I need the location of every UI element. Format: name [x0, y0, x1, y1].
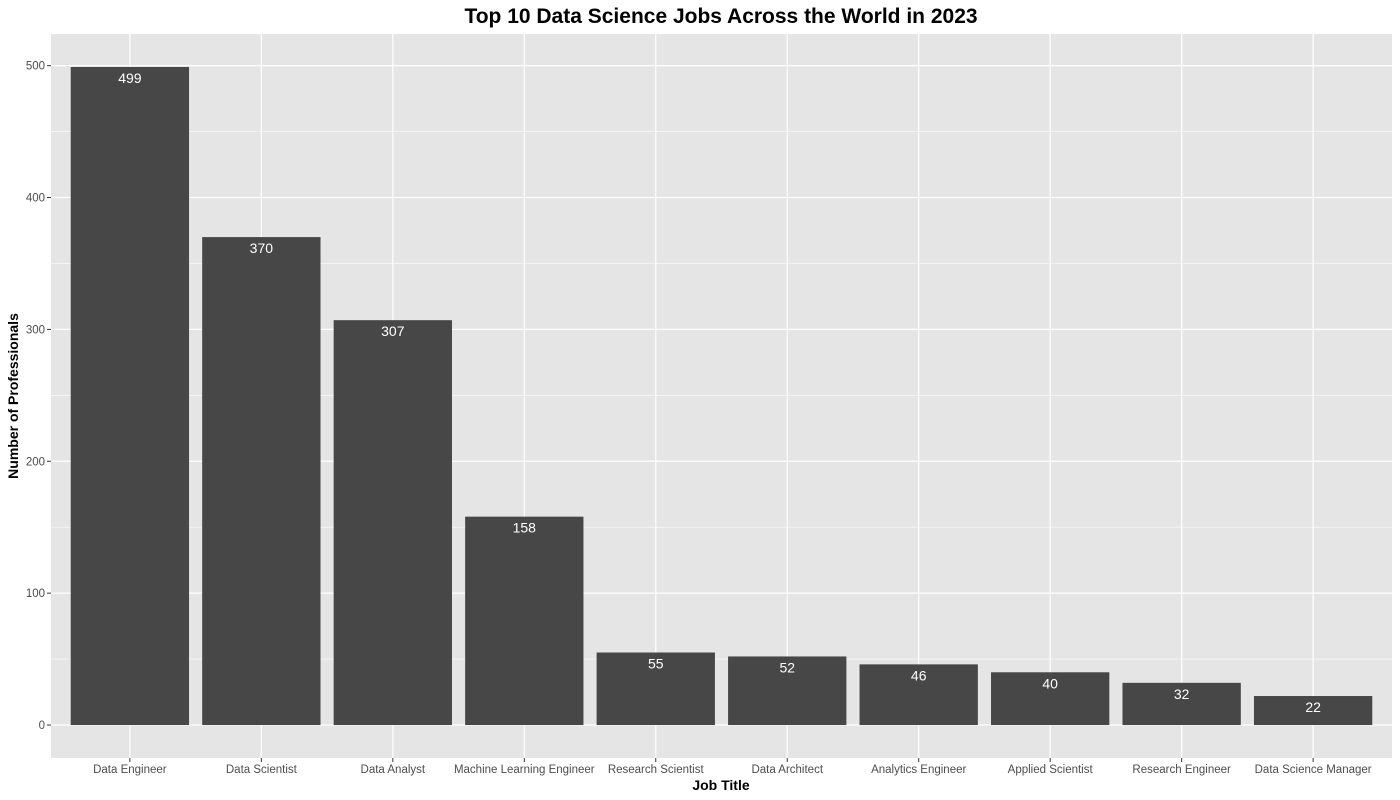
bar-value-label: 46 — [911, 667, 927, 683]
x-tick-label: Data Science Manager — [1255, 764, 1372, 776]
x-axis-title: Job Title — [692, 777, 750, 793]
y-axis: 0 100 200 300 400 500 — [26, 61, 51, 732]
bar-value-label: 307 — [381, 323, 405, 339]
bar-value-label: 22 — [1305, 699, 1321, 715]
x-tick-label: Machine Learning Engineer — [454, 764, 595, 776]
x-axis: Data Engineer Data Scientist Data Analyst M… — [93, 758, 1372, 776]
bar-value-label: 40 — [1042, 675, 1058, 691]
bar-value-label: 499 — [118, 70, 142, 86]
data-labels-group: 499 370 307 158 55 52 46 40 32 22 — [118, 70, 1321, 715]
x-tick-label: Research Engineer — [1132, 764, 1231, 776]
y-tick-label: 100 — [26, 588, 45, 600]
x-tick-label: Applied Scientist — [1008, 764, 1094, 776]
bar — [859, 664, 978, 726]
x-tick-label: Data Analyst — [361, 764, 426, 776]
bar — [202, 237, 321, 726]
x-tick-label: Data Architect — [751, 764, 823, 776]
bar-value-label: 32 — [1174, 686, 1190, 702]
bar-value-label: 52 — [779, 659, 795, 675]
x-tick-label: Data Scientist — [226, 764, 298, 776]
y-tick-label: 400 — [26, 193, 45, 205]
x-tick-label: Data Engineer — [93, 764, 167, 776]
chart-title: Top 10 Data Science Jobs Across the Worl… — [464, 5, 977, 28]
y-tick-label: 300 — [26, 324, 45, 336]
y-tick-label: 200 — [26, 456, 45, 468]
x-tick-label: Research Scientist — [608, 764, 705, 776]
bar — [333, 320, 452, 726]
bar-value-label: 158 — [513, 520, 537, 536]
y-tick-label: 0 — [39, 720, 45, 732]
bar — [1253, 696, 1373, 726]
bar-value-label: 370 — [250, 240, 274, 256]
bar — [70, 66, 190, 726]
bar-value-label: 55 — [648, 655, 664, 671]
bar — [465, 516, 584, 726]
bars-group — [70, 66, 1373, 726]
bar — [596, 652, 715, 726]
bar — [991, 672, 1110, 726]
bar — [728, 656, 847, 726]
bar — [1122, 682, 1241, 726]
y-axis-title: Number of Professionals — [5, 313, 21, 479]
x-tick-label: Analytics Engineer — [871, 764, 966, 776]
y-tick-label: 500 — [26, 61, 45, 73]
